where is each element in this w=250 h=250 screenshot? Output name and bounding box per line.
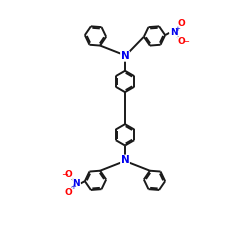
Text: +: + [174,26,180,32]
Text: N: N [72,179,80,188]
Text: −: − [61,170,68,179]
Text: +: + [70,184,76,190]
Text: N: N [120,51,130,61]
Text: O: O [65,170,72,179]
Text: O: O [65,188,72,197]
Text: N: N [120,155,130,165]
Text: O: O [178,37,185,46]
Text: N: N [170,28,177,37]
Text: O: O [178,20,185,28]
Text: −: − [182,37,189,46]
